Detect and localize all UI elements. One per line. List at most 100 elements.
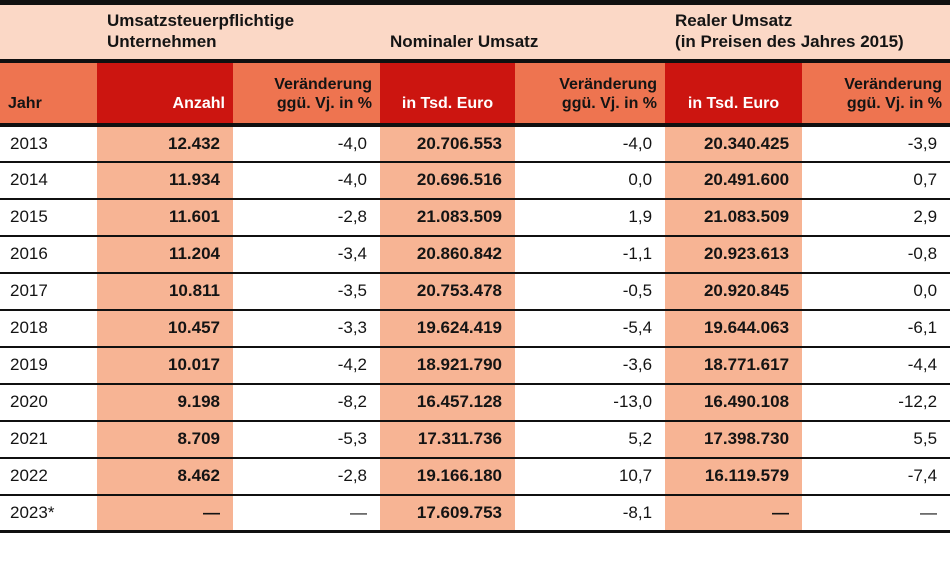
- cell-tsd-euro: 20.696.516: [380, 161, 516, 200]
- cell-veraenderung: -0,5: [515, 272, 666, 311]
- cell-veraenderung: -4,0: [233, 124, 381, 163]
- table-body: 2013 12.432 -4,0 20.706.553 -4,0 20.340.425 -3…: [0, 124, 950, 532]
- cell-veraenderung: 0,0: [802, 272, 950, 311]
- cell-tsd-euro: 21.083.509: [665, 198, 803, 237]
- column-header-tsd-euro-nominal: in Tsd. Euro: [380, 60, 516, 127]
- table-row-2020: 2020 9.198 -8,2 16.457.128 -13,0 16.490.108 -1…: [0, 383, 950, 422]
- revenue-statistics-table: Umsatzsteuerpflichtige Unternehmen Nomin…: [0, 0, 950, 533]
- cell-tsd-euro: 16.457.128: [380, 383, 516, 422]
- cell-veraenderung: -5,4: [515, 309, 666, 348]
- column-header-jahr: Jahr: [0, 60, 97, 127]
- column-header-veraenderung-unternehmen: Veränderung ggü. Vj. in %: [233, 60, 381, 127]
- cell-jahr: 2013: [0, 124, 97, 163]
- cell-jahr: 2015: [0, 198, 97, 237]
- column-header-tsd-euro-real: in Tsd. Euro: [665, 60, 803, 127]
- table-row-2015: 2015 11.601 -2,8 21.083.509 1,9 21.083.509 2,9: [0, 198, 950, 237]
- cell-jahr: 2020: [0, 383, 97, 422]
- cell-anzahl: 10.811: [97, 272, 233, 311]
- cell-veraenderung: -4,2: [233, 346, 381, 385]
- cell-tsd-euro: 16.119.579: [665, 457, 803, 496]
- cell-veraenderung: —: [233, 494, 381, 532]
- cell-veraenderung: -12,2: [802, 383, 950, 422]
- cell-anzahl: 9.198: [97, 383, 233, 422]
- cell-anzahl: 12.432: [97, 124, 233, 163]
- table-row-2013: 2013 12.432 -4,0 20.706.553 -4,0 20.340.425 -3…: [0, 124, 950, 163]
- group-header-row: Umsatzsteuerpflichtige Unternehmen Nomin…: [0, 2, 950, 63]
- group-header-realer-umsatz: Realer Umsatz (in Preisen des Jahres 201…: [665, 2, 950, 63]
- cell-veraenderung: -7,4: [802, 457, 950, 496]
- cell-tsd-euro: 20.860.842: [380, 235, 516, 274]
- cell-jahr: 2017: [0, 272, 97, 311]
- cell-veraenderung: 2,9: [802, 198, 950, 237]
- column-header-veraenderung-real: Veränderung ggü. Vj. in %: [802, 60, 950, 127]
- cell-veraenderung: -13,0: [515, 383, 666, 422]
- cell-tsd-euro: 20.491.600: [665, 161, 803, 200]
- cell-veraenderung: -4,0: [233, 161, 381, 200]
- cell-tsd-euro: 19.166.180: [380, 457, 516, 496]
- cell-tsd-euro: 18.771.617: [665, 346, 803, 385]
- cell-veraenderung: 5,2: [515, 420, 666, 459]
- cell-anzahl: 11.601: [97, 198, 233, 237]
- cell-veraenderung: -4,4: [802, 346, 950, 385]
- cell-veraenderung: -1,1: [515, 235, 666, 274]
- cell-tsd-euro: 19.644.063: [665, 309, 803, 348]
- cell-tsd-euro: 18.921.790: [380, 346, 516, 385]
- cell-jahr: 2016: [0, 235, 97, 274]
- cell-veraenderung: -3,3: [233, 309, 381, 348]
- cell-jahr: 2018: [0, 309, 97, 348]
- cell-jahr: 2019: [0, 346, 97, 385]
- cell-tsd-euro: 20.706.553: [380, 124, 516, 163]
- table-row-2022: 2022 8.462 -2,8 19.166.180 10,7 16.119.579 -7,…: [0, 457, 950, 496]
- cell-anzahl: 10.457: [97, 309, 233, 348]
- cell-anzahl: —: [97, 494, 233, 532]
- column-header-row: Jahr Anzahl Veränderung ggü. Vj. in % in Ts…: [0, 60, 950, 127]
- cell-tsd-euro: 16.490.108: [665, 383, 803, 422]
- cell-anzahl: 8.462: [97, 457, 233, 496]
- table-row-2021: 2021 8.709 -5,3 17.311.736 5,2 17.398.730 5,5: [0, 420, 950, 459]
- cell-veraenderung: -8,2: [233, 383, 381, 422]
- cell-veraenderung: -3,6: [515, 346, 666, 385]
- cell-tsd-euro: —: [665, 494, 803, 532]
- column-header-veraenderung-nominal: Veränderung ggü. Vj. in %: [515, 60, 666, 127]
- group-header-spacer: [0, 2, 97, 63]
- cell-veraenderung: 5,5: [802, 420, 950, 459]
- cell-tsd-euro: 21.083.509: [380, 198, 516, 237]
- cell-veraenderung: -2,8: [233, 198, 381, 237]
- cell-tsd-euro: 20.920.845: [665, 272, 803, 311]
- cell-veraenderung: -5,3: [233, 420, 381, 459]
- group-header-umsatzsteuerpflichtige-unternehmen: Umsatzsteuerpflichtige Unternehmen: [97, 2, 381, 63]
- column-header-anzahl: Anzahl: [97, 60, 233, 127]
- cell-tsd-euro: 17.609.753: [380, 494, 516, 532]
- cell-veraenderung: —: [802, 494, 950, 532]
- cell-anzahl: 11.204: [97, 235, 233, 274]
- cell-anzahl: 8.709: [97, 420, 233, 459]
- table-row-2018: 2018 10.457 -3,3 19.624.419 -5,4 19.644.063 -6…: [0, 309, 950, 348]
- cell-veraenderung: -3,4: [233, 235, 381, 274]
- cell-veraenderung: -2,8: [233, 457, 381, 496]
- cell-veraenderung: 1,9: [515, 198, 666, 237]
- cell-jahr: 2023*: [0, 494, 97, 532]
- cell-tsd-euro: 19.624.419: [380, 309, 516, 348]
- cell-veraenderung: 0,0: [515, 161, 666, 200]
- cell-veraenderung: 10,7: [515, 457, 666, 496]
- table-row-2017: 2017 10.811 -3,5 20.753.478 -0,5 20.920.845 0,…: [0, 272, 950, 311]
- table-row-2019: 2019 10.017 -4,2 18.921.790 -3,6 18.771.617 -4…: [0, 346, 950, 385]
- table-row-2023: 2023* — —17.609.753 -8,1— —: [0, 494, 950, 532]
- cell-veraenderung: 0,7: [802, 161, 950, 200]
- table-row-2014: 2014 11.934 -4,0 20.696.516 0,0 20.491.600 0,7: [0, 161, 950, 200]
- cell-tsd-euro: 20.753.478: [380, 272, 516, 311]
- cell-tsd-euro: 17.398.730: [665, 420, 803, 459]
- cell-veraenderung: -8,1: [515, 494, 666, 532]
- cell-tsd-euro: 20.923.613: [665, 235, 803, 274]
- cell-veraenderung: -4,0: [515, 124, 666, 163]
- cell-veraenderung: -3,9: [802, 124, 950, 163]
- cell-jahr: 2021: [0, 420, 97, 459]
- cell-tsd-euro: 17.311.736: [380, 420, 516, 459]
- cell-jahr: 2022: [0, 457, 97, 496]
- cell-jahr: 2014: [0, 161, 97, 200]
- cell-veraenderung: -0,8: [802, 235, 950, 274]
- table-row-2016: 2016 11.204 -3,4 20.860.842 -1,1 20.923.613 -0…: [0, 235, 950, 274]
- cell-anzahl: 10.017: [97, 346, 233, 385]
- cell-anzahl: 11.934: [97, 161, 233, 200]
- group-header-nominaler-umsatz: Nominaler Umsatz: [380, 2, 666, 63]
